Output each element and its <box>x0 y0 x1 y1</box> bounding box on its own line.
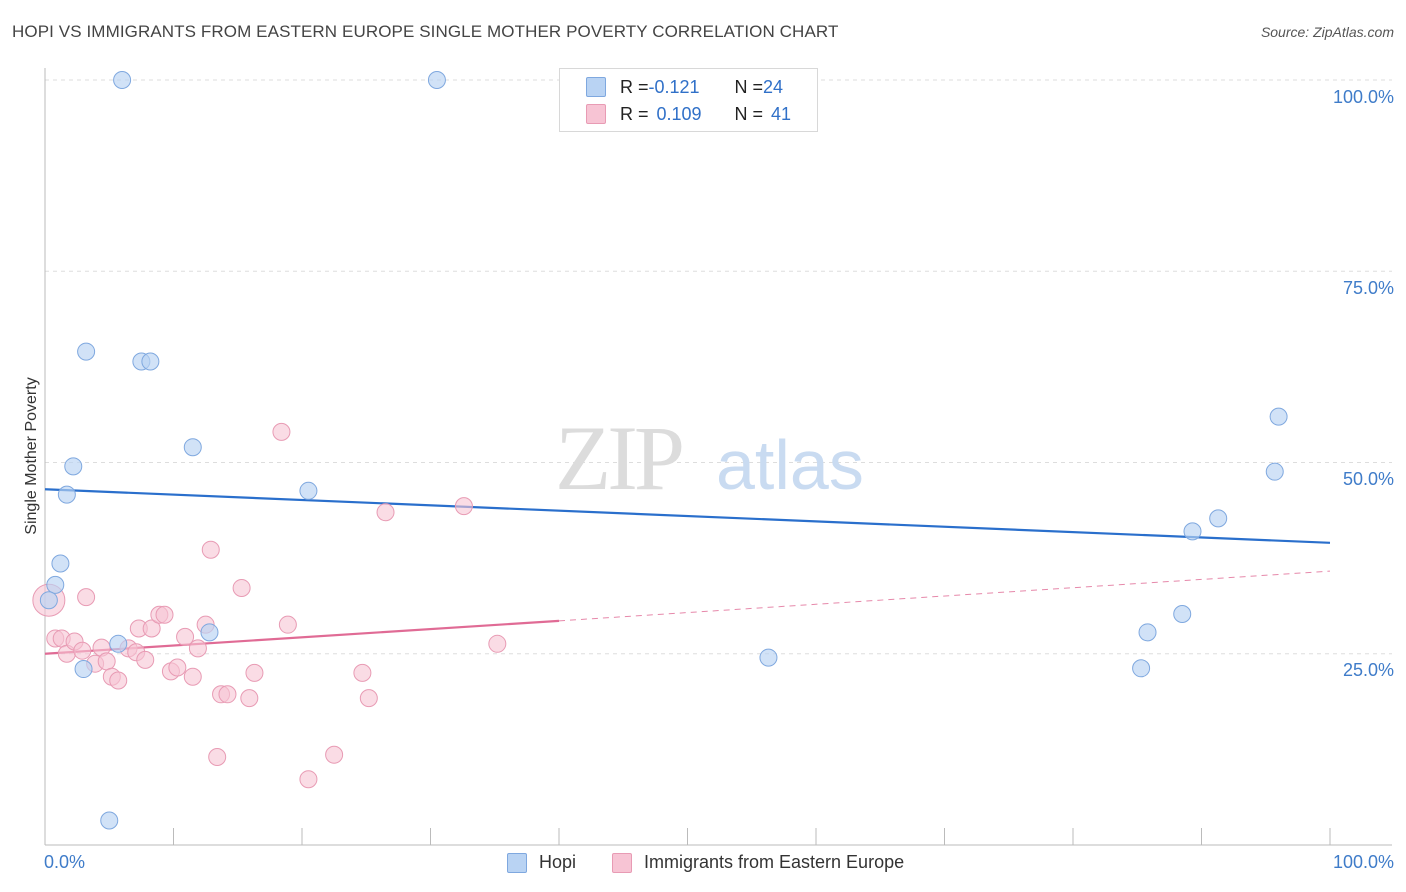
immigrants-point-33 <box>278 615 297 634</box>
series-immigrants-points <box>32 422 507 789</box>
hopi-point-15 <box>759 648 778 667</box>
immigrants-point-9 <box>97 652 116 671</box>
legend-item-immigrants[interactable]: Immigrants from Eastern Europe <box>612 852 904 873</box>
y-tick-25: 25.0% <box>1342 660 1394 680</box>
immigrants-swatch <box>586 104 606 124</box>
hopi-point-13 <box>109 634 128 653</box>
immigrants-point-11 <box>109 671 128 690</box>
hopi-point-5 <box>183 438 202 457</box>
hopi-point-6 <box>64 457 83 476</box>
y-tick-50: 50.0% <box>1342 469 1394 489</box>
y-tick-100: 100.0% <box>1332 87 1394 107</box>
r-label: R = <box>620 76 649 97</box>
hopi-point-19 <box>1209 509 1228 528</box>
n-label: N = <box>734 103 764 124</box>
series-hopi-points <box>39 71 1288 830</box>
n-value-immigrants: 41 <box>771 103 792 124</box>
immigrants-point-35 <box>325 745 344 764</box>
immigrants-point-22 <box>183 667 202 686</box>
hopi-legend-swatch <box>507 852 527 873</box>
immigrants-point-36 <box>353 663 372 682</box>
r-label: R = <box>620 103 649 124</box>
immigrants-point-28 <box>218 685 237 704</box>
immigrants-point-40 <box>488 634 507 653</box>
immigrants-point-16 <box>142 619 161 638</box>
hopi-point-16 <box>100 811 119 830</box>
legend-row-hopi: R = -0.121 N = 24 <box>586 75 783 99</box>
x-tick-0: 0.0% <box>44 852 86 872</box>
immigrants-point-32 <box>272 422 291 441</box>
hopi-swatch <box>586 77 606 97</box>
n-value-hopi: 24 <box>763 76 784 97</box>
immigrants-point-21 <box>176 627 195 646</box>
hopi-trend-line <box>44 488 1331 544</box>
n-label: N = <box>734 76 764 97</box>
immigrants-point-15 <box>136 650 155 669</box>
immigrants-point-23 <box>188 639 207 658</box>
immigrants-point-20 <box>168 658 187 677</box>
hopi-legend-label: Hopi <box>539 852 577 872</box>
correlation-legend: R = -0.121 N = 24 R = 0.109 N = 41 <box>559 68 818 132</box>
immigrants-point-25 <box>201 540 220 559</box>
hopi-point-2 <box>77 342 96 361</box>
axes <box>44 68 1392 846</box>
immigrants-point-5 <box>73 641 92 660</box>
hopi-point-10 <box>46 575 65 594</box>
immigrants-point-39 <box>454 497 473 516</box>
hopi-point-12 <box>200 623 219 642</box>
r-value-hopi: -0.121 <box>648 76 700 97</box>
hopi-point-7 <box>57 485 76 504</box>
immigrants-point-18 <box>155 605 174 624</box>
hopi-point-18 <box>1265 462 1284 481</box>
watermark: ZIP atlas <box>555 407 864 509</box>
grid-lines <box>45 79 1392 655</box>
hopi-point-8 <box>299 481 318 500</box>
immigrants-point-38 <box>376 503 395 522</box>
chart-title: HOPI VS IMMIGRANTS FROM EASTERN EUROPE S… <box>12 22 839 41</box>
hopi-point-22 <box>1138 623 1157 642</box>
hopi-point-11 <box>39 591 58 610</box>
hopi-point-0 <box>113 71 132 89</box>
y-axis-label: Single Mother Poverty <box>23 377 40 535</box>
watermark-zip: ZIP <box>555 407 682 509</box>
source-label: Source: ZipAtlas.com <box>1260 24 1394 40</box>
immigrants-legend-swatch <box>612 852 632 873</box>
legend-item-hopi[interactable]: Hopi <box>507 852 576 873</box>
watermark-atlas: atlas <box>716 426 864 504</box>
immigrants-legend-label: Immigrants from Eastern Europe <box>644 852 905 872</box>
immigrants-point-26 <box>208 748 227 767</box>
hopi-point-17 <box>1269 407 1288 426</box>
hopi-point-1 <box>427 71 446 89</box>
hopi-point-4 <box>141 352 160 371</box>
legend-row-immigrants: R = 0.109 N = 41 <box>586 102 791 126</box>
hopi-point-21 <box>1173 604 1192 623</box>
hopi-point-14 <box>74 660 93 679</box>
immigrants-point-37 <box>359 689 378 708</box>
trend-lines <box>44 488 1331 655</box>
y-tick-75: 75.0% <box>1342 278 1394 298</box>
immigrants-point-6 <box>77 588 96 607</box>
immigrants-point-29 <box>232 578 251 597</box>
immigrants-point-30 <box>240 689 259 708</box>
r-value-immigrants: 0.109 <box>656 103 702 124</box>
hopi-point-9 <box>51 554 70 573</box>
immigrants-point-31 <box>245 663 264 682</box>
immigrants-point-34 <box>299 770 318 789</box>
hopi-point-23 <box>1132 659 1151 678</box>
series-legend: Hopi Immigrants from Eastern Europe <box>0 852 1406 878</box>
hopi-point-20 <box>1183 522 1202 541</box>
x-tick-100: 100.0% <box>1332 852 1394 872</box>
immigrants-trend-extension <box>558 570 1331 622</box>
